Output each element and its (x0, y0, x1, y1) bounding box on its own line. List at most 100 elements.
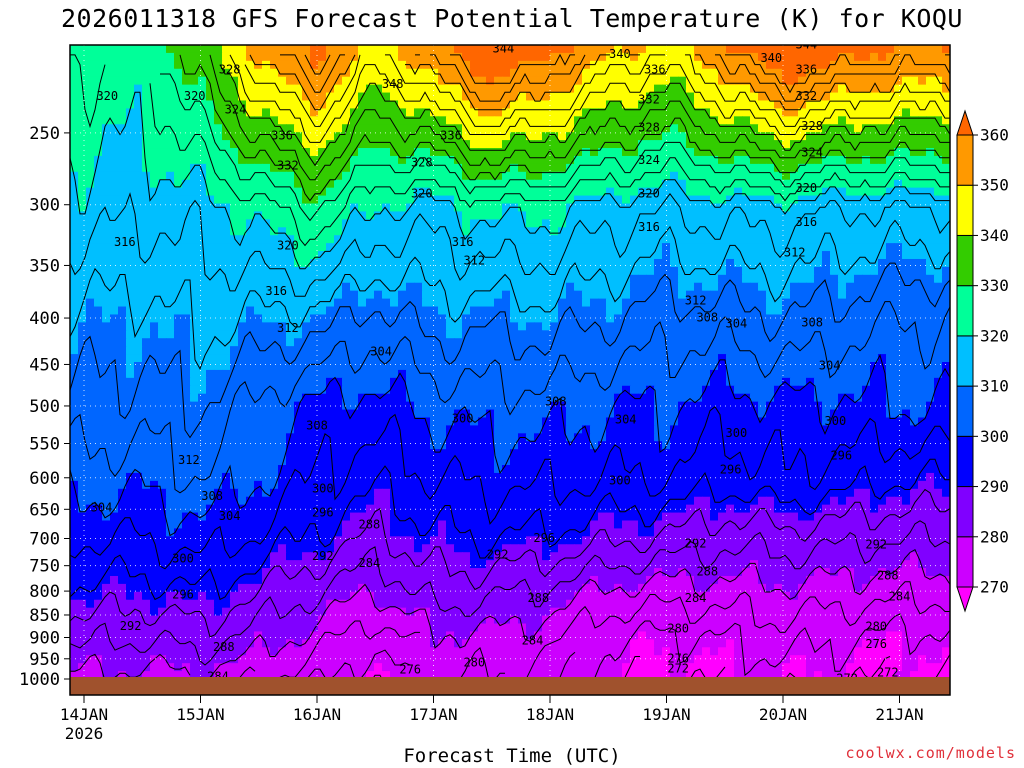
field-cell (350, 298, 359, 308)
field-cell (326, 314, 335, 323)
field-cell (78, 179, 87, 189)
field-cell (822, 140, 831, 149)
field-cell (542, 330, 551, 339)
field-cell (670, 45, 679, 54)
field-cell (214, 219, 223, 228)
field-cell (702, 290, 711, 300)
field-cell (718, 148, 727, 157)
field-cell (758, 314, 767, 323)
field-cell (622, 45, 631, 54)
field-cell (510, 338, 519, 347)
field-cell (126, 195, 135, 205)
field-cell (806, 68, 815, 78)
field-cell (278, 155, 287, 165)
field-cell (222, 298, 231, 308)
field-cell (366, 377, 375, 387)
field-cell (190, 377, 199, 387)
field-cell (342, 155, 351, 165)
field-cell (246, 148, 255, 157)
field-cell (894, 171, 903, 181)
field-cell (758, 45, 767, 54)
field-cell (846, 266, 855, 276)
field-cell (814, 251, 823, 260)
field-cell (566, 306, 575, 316)
field-cell (486, 298, 495, 308)
field-cell (886, 60, 895, 70)
field-cell (814, 211, 823, 220)
field-cell (430, 306, 439, 316)
field-cell (942, 362, 950, 371)
field-cell (494, 195, 503, 205)
field-cell (70, 124, 79, 133)
field-cell (118, 298, 127, 308)
field-cell (526, 251, 535, 260)
field-cell (214, 179, 223, 189)
field-cell (422, 290, 431, 300)
field-cell (782, 108, 791, 117)
field-cell (318, 393, 327, 403)
field-cell (182, 227, 191, 236)
field-cell (534, 354, 543, 363)
field-cell (446, 179, 455, 189)
field-cell (478, 282, 487, 292)
field-cell (654, 60, 663, 70)
field-cell (550, 76, 559, 86)
field-cell (638, 338, 647, 347)
field-cell (454, 290, 463, 300)
field-cell (430, 116, 439, 125)
field-cell (654, 235, 663, 244)
field-cell (238, 314, 247, 323)
field-cell (894, 116, 903, 125)
field-cell (782, 282, 791, 292)
field-cell (350, 68, 359, 78)
field-cell (334, 76, 343, 86)
field-cell (646, 258, 655, 268)
field-cell (374, 219, 383, 228)
field-cell (310, 92, 319, 102)
field-cell (206, 163, 215, 173)
field-cell (334, 92, 343, 102)
field-cell (934, 282, 943, 292)
field-cell (806, 290, 815, 300)
field-cell (750, 100, 759, 109)
field-cell (670, 52, 679, 62)
field-cell (478, 298, 487, 308)
field-cell (942, 219, 950, 228)
field-cell (182, 346, 191, 355)
field-cell (638, 385, 647, 395)
field-cell (886, 346, 895, 355)
field-cell (502, 163, 511, 173)
field-cell (854, 251, 863, 260)
field-cell (878, 274, 887, 284)
field-cell (430, 314, 439, 323)
field-cell (494, 274, 503, 284)
field-cell (534, 60, 543, 70)
field-cell (814, 377, 823, 387)
field-cell (870, 155, 879, 165)
field-cell (862, 124, 871, 133)
field-cell (670, 385, 679, 395)
field-cell (86, 116, 95, 125)
field-cell (134, 401, 143, 411)
field-cell (302, 187, 311, 197)
field-cell (614, 100, 623, 109)
field-cell (694, 227, 703, 236)
field-cell (238, 124, 247, 133)
field-cell (830, 171, 839, 181)
field-cell (422, 45, 431, 54)
field-cell (750, 338, 759, 347)
field-cell (742, 298, 751, 308)
field-cell (438, 219, 447, 228)
field-cell (718, 330, 727, 339)
field-cell (246, 155, 255, 165)
field-cell (182, 362, 191, 371)
field-cell (462, 132, 471, 141)
field-cell (838, 274, 847, 284)
field-cell (430, 148, 439, 157)
field-cell (854, 155, 863, 165)
field-cell (814, 354, 823, 363)
field-cell (814, 385, 823, 395)
field-cell (590, 290, 599, 300)
field-cell (734, 235, 743, 244)
field-cell (494, 227, 503, 236)
